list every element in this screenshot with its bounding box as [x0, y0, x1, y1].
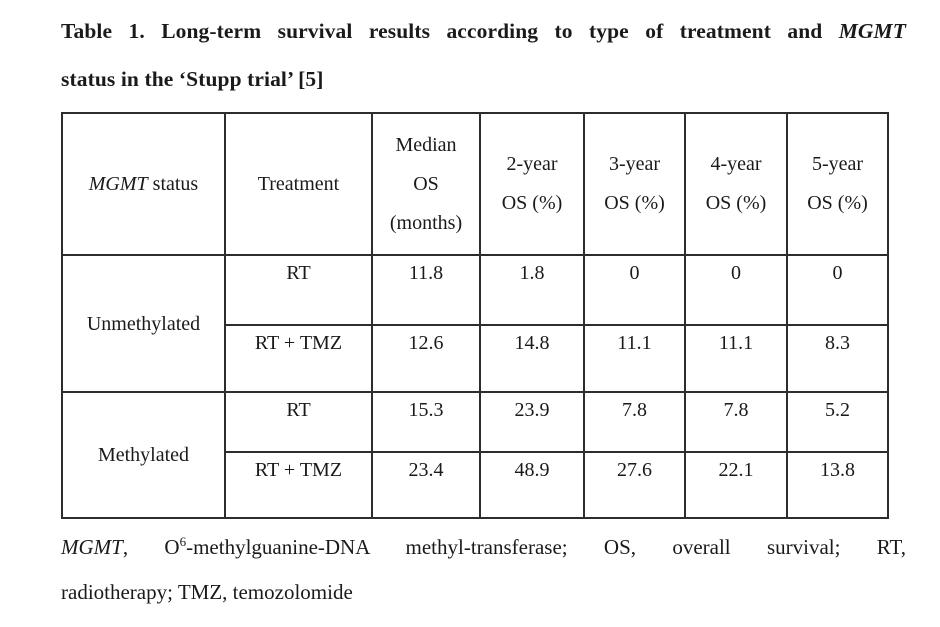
value-cell: 7.8 — [684, 391, 788, 453]
value-cell: 15.3 — [371, 391, 481, 453]
value-cell: 11.8 — [371, 254, 481, 326]
value-cell: 13.8 — [786, 451, 889, 519]
footnote-text: -methylguanine-DNA methyl-transferase; O… — [186, 535, 907, 559]
value-cell: 0 — [684, 254, 788, 326]
value-cell: 5.2 — [786, 391, 889, 453]
treatment-cell: RT + TMZ — [224, 324, 373, 393]
value-cell: 11.1 — [583, 324, 686, 393]
status-cell-methylated: Methylated — [61, 391, 226, 519]
col-header-mgmt-status: MGMT status — [61, 112, 226, 256]
table-row: Methylated RT 15.3 23.9 7.8 7.8 5.2 — [61, 391, 889, 519]
footnote-text: , O — [122, 535, 180, 559]
table-caption-line1: Table 1. Long-term survival results acco… — [61, 7, 906, 55]
survival-results-table: MGMT status Treatment Median OS (months)… — [61, 112, 889, 519]
value-cell: 48.9 — [479, 451, 585, 519]
table-footnote: MGMT, O6-methylguanine-DNA methyl-transf… — [61, 525, 906, 615]
header-line: 2-year — [506, 153, 558, 175]
footnote-superscript: 6 — [179, 534, 187, 549]
treatment-cell: RT — [224, 254, 373, 326]
treatment-cell: RT — [224, 391, 373, 453]
status-cell-unmethylated: Unmethylated — [61, 254, 226, 393]
footnote-line1: MGMT, O6-methylguanine-DNA methyl-transf… — [61, 525, 906, 570]
footnote-gene-name: MGMT — [61, 535, 123, 559]
col-header-2year-os: 2-year OS (%) — [479, 112, 585, 256]
table-row: RT + TMZ 12.6 14.8 11.1 11.1 8.3 — [62, 324, 889, 393]
page-content: Table 1. Long-term survival results acco… — [61, 7, 906, 615]
table-caption: Table 1. Long-term survival results acco… — [61, 7, 906, 103]
header-line: 5-year — [811, 153, 864, 175]
value-cell: 12.6 — [371, 324, 481, 393]
table-row: RT + TMZ 23.4 48.9 27.6 22.1 13.8 — [62, 451, 889, 519]
treatment-cell: RT + TMZ — [224, 451, 373, 519]
header-line: OS — [413, 172, 439, 195]
value-cell: 8.3 — [786, 324, 889, 393]
value-cell: 0 — [786, 254, 889, 326]
header-line: OS (%) — [501, 192, 563, 214]
value-cell: 7.8 — [583, 391, 686, 453]
header-line: 4-year — [710, 153, 762, 175]
col-header-4year-os: 4-year OS (%) — [684, 112, 788, 256]
value-cell: 23.9 — [479, 391, 585, 453]
caption-text: Table 1. Long-term survival results acco… — [61, 19, 839, 43]
col-header-gene-name: MGMT — [88, 172, 148, 195]
header-line: 3-year — [608, 153, 661, 175]
caption-gene-name: MGMT — [838, 19, 906, 43]
col-header-3year-os: 3-year OS (%) — [583, 112, 686, 256]
value-cell: 22.1 — [684, 451, 788, 519]
table-header-row: MGMT status Treatment Median OS (months)… — [61, 112, 889, 256]
value-cell: 0 — [583, 254, 686, 326]
value-cell: 14.8 — [479, 324, 585, 393]
col-header-median-os: Median OS (months) — [371, 112, 481, 256]
col-header-treatment: Treatment — [224, 112, 373, 256]
value-cell: 1.8 — [479, 254, 585, 326]
header-line: (months) — [389, 211, 463, 234]
table-caption-line2: status in the ‘Stupp trial’ [5] — [61, 67, 324, 91]
header-line: OS (%) — [807, 192, 868, 214]
header-line: Median — [395, 133, 457, 156]
header-line: OS (%) — [705, 192, 767, 214]
col-header-5year-os: 5-year OS (%) — [786, 112, 889, 256]
value-cell: 23.4 — [371, 451, 481, 519]
value-cell: 11.1 — [684, 324, 788, 393]
footnote-line2: radiotherapy; TMZ, temozolomide — [61, 580, 353, 604]
header-line: OS (%) — [604, 192, 665, 214]
value-cell: 27.6 — [583, 451, 686, 519]
col-header-status-rest: status — [147, 172, 199, 195]
table-row: Unmethylated RT 11.8 1.8 0 0 0 — [61, 254, 889, 393]
